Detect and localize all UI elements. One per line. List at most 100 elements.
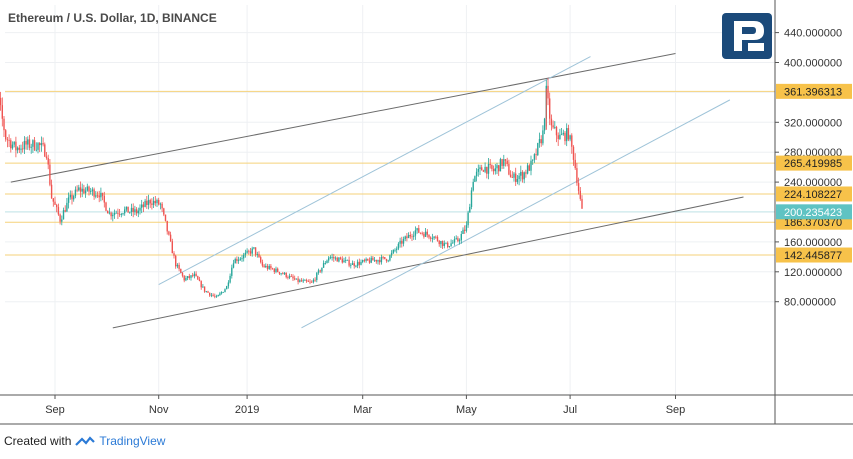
candle-bear bbox=[10, 140, 12, 149]
candle-bear bbox=[367, 258, 369, 261]
candle-bull bbox=[253, 247, 255, 249]
candle-bear bbox=[107, 210, 109, 214]
candle-bull bbox=[543, 118, 546, 131]
candle-bull bbox=[345, 259, 347, 261]
candle-bear bbox=[348, 259, 350, 266]
candle-bull bbox=[35, 149, 37, 151]
candle-bull bbox=[484, 166, 486, 172]
candle-bear bbox=[1, 105, 3, 119]
candle-bull bbox=[396, 248, 398, 250]
candle-bull bbox=[32, 140, 34, 147]
trend-line-channel_b bbox=[301, 99, 731, 329]
candle-bull bbox=[328, 257, 330, 261]
candle-bull bbox=[560, 134, 563, 136]
candle-bear bbox=[353, 263, 355, 267]
candle-bull bbox=[350, 264, 352, 266]
candle-bull bbox=[220, 292, 223, 294]
candle-bull bbox=[452, 242, 454, 244]
candle-bull bbox=[265, 265, 267, 268]
candle-bull bbox=[402, 239, 405, 244]
candle-bull bbox=[86, 186, 88, 191]
candle-bear bbox=[515, 173, 517, 182]
candle-bull bbox=[244, 252, 247, 255]
candle-bull bbox=[431, 238, 434, 239]
candle-bear bbox=[45, 156, 48, 159]
candle-bull bbox=[518, 175, 520, 180]
candle-bear bbox=[525, 172, 527, 174]
candle-bull bbox=[467, 212, 469, 226]
candle-bear bbox=[406, 236, 408, 239]
candle-bear bbox=[173, 253, 175, 256]
candle-bear bbox=[464, 229, 466, 231]
candle-bear bbox=[379, 260, 381, 263]
candle-bear bbox=[56, 204, 58, 208]
trend-line-lower bbox=[112, 196, 744, 329]
candle-bear bbox=[22, 148, 24, 150]
candle-bull bbox=[445, 242, 447, 244]
candle-bear bbox=[175, 255, 177, 267]
candle-bear bbox=[178, 264, 180, 269]
candle-bear bbox=[266, 265, 269, 269]
tradingview-logo-icon bbox=[75, 436, 96, 446]
candle-bear bbox=[428, 234, 430, 238]
candle-bull bbox=[147, 200, 150, 205]
candle-bull bbox=[219, 293, 221, 295]
candle-bear bbox=[409, 234, 411, 237]
candle-bear bbox=[535, 154, 537, 156]
candle-bear bbox=[149, 200, 151, 204]
candle-bull bbox=[416, 228, 418, 231]
candle-bull bbox=[413, 235, 415, 237]
level-label: 265.419985 bbox=[784, 158, 842, 170]
candle-bull bbox=[224, 289, 226, 292]
candle-bear bbox=[549, 98, 551, 119]
candle-bull bbox=[84, 190, 87, 194]
candle-bear bbox=[183, 275, 185, 281]
candle-bull bbox=[139, 207, 141, 211]
candle-bear bbox=[197, 276, 199, 280]
candle-bull bbox=[304, 280, 306, 281]
candle-bear bbox=[438, 240, 440, 245]
candle-bear bbox=[254, 247, 257, 255]
candle-bear bbox=[71, 194, 73, 200]
candle-bull bbox=[387, 260, 389, 262]
candle-bear bbox=[564, 132, 566, 142]
candle-bull bbox=[526, 165, 529, 174]
candle-bear bbox=[504, 159, 507, 161]
candle-bull bbox=[95, 195, 97, 197]
candle-bear bbox=[200, 281, 202, 288]
candle-bear bbox=[555, 126, 558, 136]
candle-bear bbox=[28, 139, 31, 148]
candle-bear bbox=[163, 208, 165, 215]
candle-bear bbox=[273, 269, 275, 272]
candle-bear bbox=[127, 206, 129, 213]
level-label-box bbox=[776, 247, 852, 263]
horizontal-levels bbox=[5, 90, 775, 256]
candle-bull bbox=[397, 243, 400, 249]
candle-bull bbox=[523, 172, 525, 180]
candle-bull bbox=[377, 260, 379, 262]
tradingview-brand[interactable]: TradingView bbox=[99, 434, 166, 448]
chart-axes: 440.000000400.000000320.000000280.000000… bbox=[0, 0, 853, 425]
candle-bear bbox=[486, 166, 488, 174]
candle-bull bbox=[462, 229, 464, 235]
candle-bear bbox=[57, 207, 60, 215]
candle-bear bbox=[336, 257, 338, 262]
candle-bull bbox=[453, 239, 456, 243]
candle-bear bbox=[552, 125, 554, 128]
candle-bull bbox=[108, 212, 111, 214]
candle-bear bbox=[93, 189, 95, 197]
candle-bull bbox=[326, 260, 328, 264]
candle-bear bbox=[506, 160, 508, 165]
candle-bull bbox=[496, 165, 498, 169]
candle-bull bbox=[346, 259, 349, 261]
chart-title: Ethereum / U.S. Dollar, 1D, BINANCE bbox=[8, 11, 217, 25]
candle-bull bbox=[370, 257, 372, 263]
candle-bear bbox=[171, 241, 173, 254]
candle-bear bbox=[447, 242, 449, 248]
chart-grid bbox=[5, 5, 775, 395]
y-tick-label: 320.000000 bbox=[784, 117, 842, 129]
candle-bear bbox=[88, 186, 90, 192]
candle-bear bbox=[154, 200, 156, 204]
candle-bull bbox=[334, 257, 337, 259]
